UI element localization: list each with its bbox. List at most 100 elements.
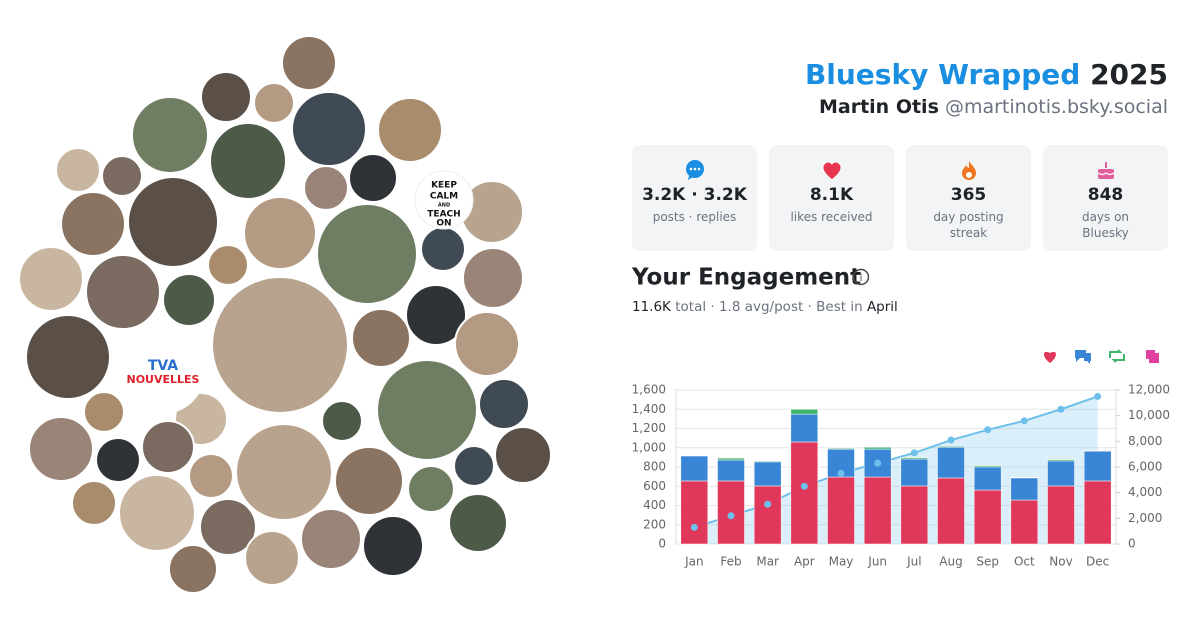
line-point (1020, 417, 1028, 425)
bar-segment (1047, 485, 1075, 545)
y2-tick-label: 6,000 (1128, 460, 1162, 474)
avatar (60, 191, 126, 257)
stat-card: 3.2K · 3.2K posts · replies (632, 145, 757, 251)
y-tick-label: 200 (643, 517, 666, 531)
avatar (25, 314, 111, 400)
bar-segment (973, 466, 1002, 491)
bar-segment (753, 485, 782, 545)
x-tick-label: Feb (720, 555, 741, 569)
legend-icon[interactable] (1043, 351, 1057, 363)
bar-segment (900, 458, 929, 487)
avatar (253, 82, 295, 124)
total: 11.6K (632, 299, 672, 315)
stat-label: posts · replies (652, 210, 737, 224)
avatar (162, 273, 216, 327)
legend-icon[interactable] (1109, 349, 1125, 363)
avatar (291, 91, 367, 167)
legend-icon[interactable] (1146, 350, 1159, 363)
icon (686, 160, 704, 180)
stat-label: days on Bluesky (1081, 210, 1130, 240)
total-label: total (675, 299, 706, 315)
bar-segment (1047, 460, 1075, 487)
legend-icon[interactable] (1075, 350, 1091, 364)
y-tick-label: 800 (643, 460, 666, 474)
avatar (405, 284, 467, 346)
info-icon[interactable] (852, 268, 870, 286)
stat-card: 8.1K likes received (769, 145, 894, 251)
section-subtitle: 11.6K total · 1.8 avg/post · Best in Apr… (632, 299, 898, 315)
avatar (376, 359, 478, 461)
avatar (377, 97, 443, 163)
avatar (300, 508, 362, 570)
avatar (321, 400, 363, 442)
user-name: Martin Otis (819, 96, 939, 118)
bar-segment (863, 446, 892, 450)
avatar (407, 465, 455, 513)
bar-segment (680, 480, 709, 545)
y-tick-label: 1,000 (632, 440, 666, 454)
avatar-text: NOUVELLES (127, 373, 200, 386)
avatar-text: KEEP (431, 181, 457, 191)
line-point (690, 523, 698, 531)
avatar (209, 122, 287, 200)
x-tick-label: Aug (939, 555, 962, 569)
avatar (351, 308, 411, 368)
avatar-text: AND (438, 203, 450, 209)
avatar (207, 244, 249, 286)
avatar-text: TVA (148, 358, 178, 374)
bar-segment (937, 446, 965, 479)
x-tick-label: Mar (756, 555, 779, 569)
avatar (478, 378, 530, 430)
x-tick-label: Jun (867, 555, 887, 569)
avatar (303, 165, 349, 211)
line-point (1094, 392, 1102, 400)
avatar (101, 155, 143, 197)
avatar (18, 246, 84, 312)
y2-tick-label: 4,000 (1128, 485, 1162, 499)
avatar (55, 147, 101, 193)
stat-value: 365 (950, 185, 987, 205)
bar-segment (790, 441, 819, 545)
bar-segment (937, 477, 965, 545)
avatar (316, 203, 418, 305)
x-tick-label: Nov (1049, 555, 1072, 569)
bar-segment (1083, 480, 1112, 545)
y-tick-label: 1,600 (632, 383, 666, 397)
avg: 1.8 avg/post (719, 299, 803, 315)
avatar (211, 276, 349, 414)
user-handle: @martinotis.bsky.social (945, 96, 1168, 118)
avatar (188, 453, 234, 499)
avatar-text: CALM (430, 192, 458, 202)
bar-segment (790, 409, 819, 415)
avatar (414, 170, 474, 230)
avatar (199, 498, 257, 556)
bar-segment (717, 457, 745, 461)
y2-tick-label: 2,000 (1128, 511, 1162, 525)
title-brand: Bluesky Wrapped (805, 58, 1080, 91)
stat-value: 848 (1087, 185, 1124, 205)
bar-segment (827, 476, 855, 545)
stat-card: 365 day posting streak (906, 145, 1031, 251)
avatar (131, 96, 209, 174)
bar-segment (680, 455, 709, 482)
avatar (281, 35, 337, 91)
bar-segment (863, 476, 892, 545)
icon (823, 162, 841, 179)
line-point (727, 512, 735, 520)
avatar (494, 426, 552, 484)
icon (962, 161, 976, 180)
y-tick-label: 1,400 (632, 402, 666, 416)
line-point (910, 449, 918, 457)
y-tick-label: 0 (658, 537, 666, 551)
x-tick-label: Jan (684, 555, 704, 569)
avatar (127, 176, 219, 268)
y-tick-label: 1,200 (632, 421, 666, 435)
line-point (837, 469, 845, 477)
avatar (71, 480, 117, 526)
y2-tick-label: 8,000 (1128, 434, 1162, 448)
avatar-text: ON (436, 219, 451, 229)
info-icon-glyph: i (860, 273, 863, 284)
avatar (235, 423, 333, 521)
y-tick-label: 600 (643, 479, 666, 493)
